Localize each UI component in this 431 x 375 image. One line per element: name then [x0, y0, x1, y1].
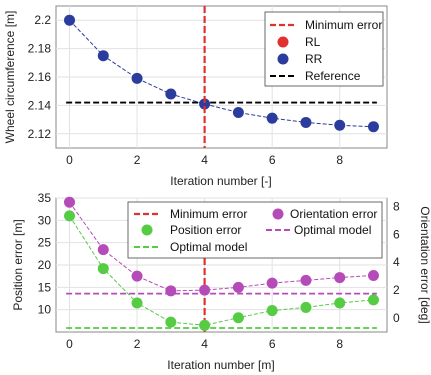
- bottom-x-tick-label: 0: [66, 337, 73, 351]
- bottom-y-tick-label: 25: [38, 236, 52, 250]
- rr-point: [232, 107, 244, 118]
- position-error-point: [165, 316, 177, 328]
- bottom-y-tick-label-right: 2: [393, 283, 400, 297]
- bottom-y-ticks: 10 15 20 25 30 35: [38, 191, 52, 317]
- rr-point: [165, 88, 177, 100]
- position-error-point: [232, 312, 244, 324]
- top-x-ticks: 0 2 4 6 8: [66, 153, 343, 167]
- bottom-x-axis-label: Iteration number [m]: [167, 358, 274, 372]
- orientation-error-point: [131, 270, 143, 282]
- orientation-error-point: [334, 272, 346, 284]
- legend-min-error-label: Minimum error: [170, 207, 247, 221]
- legend-optimal-model-orientation-label: Optimal model: [294, 223, 371, 237]
- orientation-error-point: [199, 284, 211, 296]
- orientation-error-point: [266, 277, 278, 289]
- bottom-y-axis-label: Position error [m]: [11, 219, 25, 310]
- legend-minimum-error-label: Minimum error: [305, 18, 382, 32]
- legend-reference-label: Reference: [305, 69, 361, 83]
- rr-series-line: [69, 19, 374, 128]
- top-x-axis-label: Iteration number [-]: [170, 174, 271, 188]
- bottom-y-tick-label: 30: [38, 213, 52, 227]
- top-y-tick-label: 2.18: [28, 42, 52, 56]
- top-x-tick-label: 8: [336, 153, 343, 167]
- position-error-point: [367, 294, 379, 306]
- bottom-y-tick-label-right: 4: [393, 255, 400, 269]
- top-y-ticks: 2.12 2.14 2.16 2.18 2.2: [28, 13, 52, 141]
- position-error-point: [266, 305, 278, 317]
- legend-position-error-marker: [141, 224, 153, 236]
- top-x-tick-label: 2: [134, 153, 141, 167]
- top-x-tick-label: 6: [269, 153, 276, 167]
- top-chart: 2.12 2.14 2.16 2.18 2.2 0 2 4 6 8 Iteration numb…: [3, 5, 388, 188]
- legend-rr-label: RR: [305, 52, 323, 66]
- legend-rl-marker: [277, 36, 289, 48]
- bottom-y-tick-label-right: 6: [393, 227, 400, 241]
- rr-point: [64, 14, 76, 26]
- bottom-chart: 10 15 20 25 30 35 0 2 4 6 8 0 2 4 6 8 Iteration numbe…: [11, 191, 431, 372]
- position-error-point: [199, 319, 211, 331]
- top-legend: Minimum error RL RR Reference: [264, 11, 384, 87]
- bottom-y-tick-label: 15: [38, 280, 52, 294]
- orientation-error-line: [69, 201, 374, 292]
- bottom-y-tick-label-right: 0: [393, 311, 400, 325]
- rr-point: [97, 50, 109, 62]
- legend-optimal-model-position-label: Optimal model: [170, 240, 247, 254]
- bottom-series: [64, 196, 379, 332]
- top-x-tick-label: 0: [66, 153, 73, 167]
- top-y-tick-label: 2.2: [34, 13, 51, 27]
- bottom-y-tick-label: 10: [38, 303, 52, 317]
- top-y-tick-label: 2.14: [28, 98, 52, 112]
- rr-point: [367, 121, 379, 133]
- top-series: [64, 6, 379, 148]
- legend-position-error-label: Position error: [170, 223, 241, 237]
- bottom-x-tick-label: 8: [336, 337, 343, 351]
- orientation-error-point: [367, 269, 379, 281]
- bottom-y-ticks-right: 0 2 4 6 8: [393, 199, 400, 325]
- bottom-y-axis-label-right: Orientation error [deg]: [418, 206, 431, 323]
- top-y-axis-label: Wheel circumference [m]: [3, 11, 17, 144]
- top-y-tick-label: 2.12: [28, 127, 52, 141]
- position-error-point: [131, 297, 143, 309]
- bottom-x-tick-label: 6: [269, 337, 276, 351]
- bottom-x-tick-label: 4: [201, 337, 208, 351]
- orientation-error-point: [64, 196, 76, 208]
- bottom-legend: Minimum error Orientation error Position…: [127, 201, 383, 259]
- bottom-x-ticks: 0 2 4 6 8: [66, 337, 343, 351]
- rr-point: [300, 116, 312, 128]
- orientation-error-point: [232, 281, 244, 293]
- top-x-tick-label: 4: [201, 153, 208, 167]
- position-error-point: [300, 301, 312, 313]
- bottom-x-tick-label: 2: [134, 337, 141, 351]
- bottom-y-tick-label: 35: [38, 191, 52, 205]
- orientation-error-point: [97, 244, 109, 256]
- position-error-point: [64, 210, 76, 222]
- bottom-legend-box: [127, 201, 383, 259]
- rr-point: [266, 112, 278, 124]
- orientation-error-point: [165, 285, 177, 297]
- bottom-y-tick-label: 20: [38, 258, 52, 272]
- position-error-point: [97, 263, 109, 275]
- legend-rl-label: RL: [305, 35, 321, 49]
- orientation-error-point: [300, 274, 312, 286]
- rr-point: [334, 119, 346, 131]
- rr-point: [199, 98, 211, 110]
- top-y-tick-label: 2.16: [28, 70, 52, 84]
- position-error-line: [69, 215, 374, 326]
- position-error-point: [334, 297, 346, 309]
- legend-orientation-error-marker: [272, 208, 284, 220]
- rr-point: [131, 72, 143, 84]
- legend-rr-marker: [277, 53, 289, 65]
- legend-orientation-error-label: Orientation error: [290, 207, 377, 221]
- bottom-y-tick-label-right: 8: [393, 199, 400, 213]
